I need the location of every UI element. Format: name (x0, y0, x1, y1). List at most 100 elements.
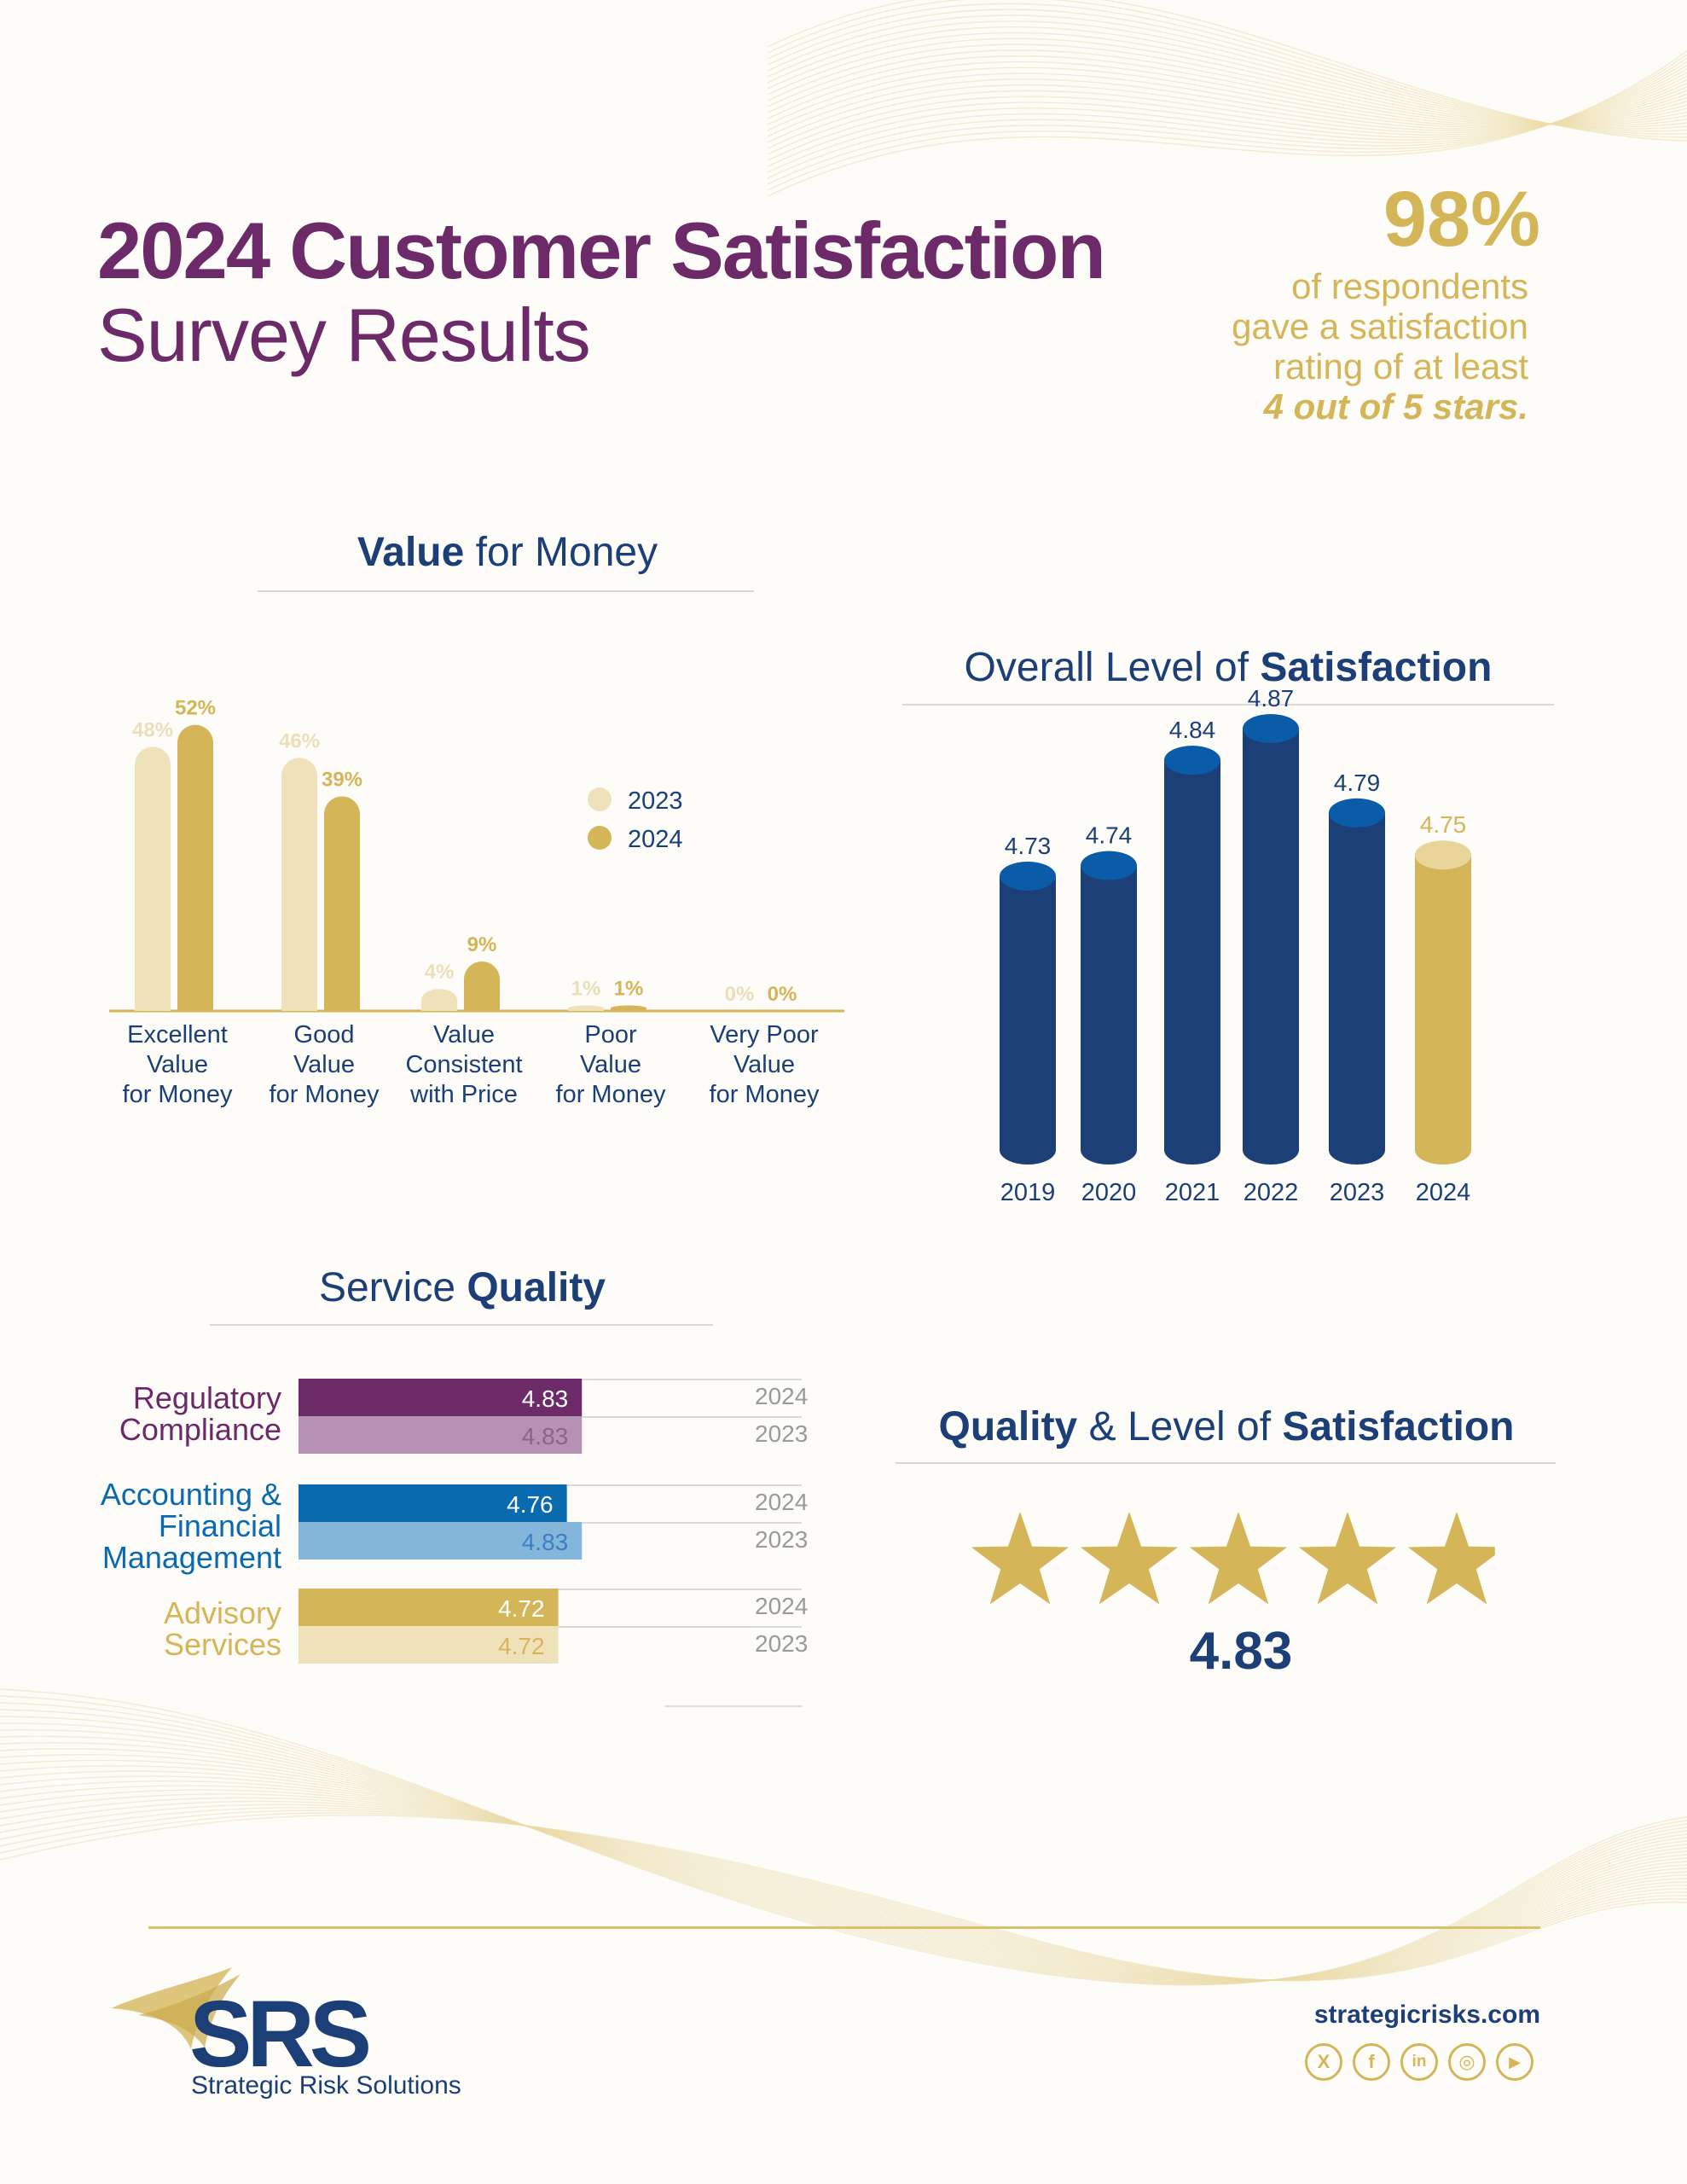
bar-2024-3 (611, 1005, 646, 1011)
cylinder-cap (1081, 851, 1137, 880)
data-label: 52% (175, 697, 216, 720)
wave-line (767, 0, 1687, 138)
logo-wordmark: SRS (189, 1982, 369, 2083)
x-icon[interactable]: X (1305, 2043, 1342, 2081)
wave-line (0, 1812, 1687, 1982)
data-label: 4.76 (507, 1491, 554, 1518)
data-label: 48% (132, 718, 173, 741)
section-divider (258, 590, 754, 592)
cylinder-2020 (1081, 865, 1137, 1165)
star-rating (971, 1512, 1495, 1605)
star-icon (971, 1512, 1070, 1605)
highlight-line: of respondents (1291, 266, 1528, 306)
srs-logo: SRS (111, 1967, 374, 2083)
wave-line (767, 57, 1687, 185)
wave-line (0, 1789, 1687, 1981)
data-label: 1% (614, 978, 644, 1001)
category-label: for Money (270, 1081, 380, 1108)
legend-swatch-2023 (588, 787, 612, 811)
cylinder-2024 (1415, 855, 1471, 1165)
youtube-icon[interactable]: ▶ (1496, 2043, 1533, 2081)
bar-2024-2 (464, 961, 500, 1011)
star-icon (1407, 1512, 1495, 1605)
wave-line (0, 1809, 1687, 1982)
bar-2024-2 (299, 1589, 559, 1626)
wave-line (0, 1814, 1687, 1982)
legend-label: 2023 (628, 787, 683, 815)
bar-2023-2 (299, 1626, 559, 1664)
page-title: 2024 Customer Satisfaction (97, 206, 1106, 295)
data-label: 4.74 (1086, 822, 1133, 849)
wave-line (0, 1765, 1687, 1982)
series-label: 2024 (755, 1383, 808, 1409)
category-label: 2022 (1244, 1179, 1299, 1206)
wave-line (0, 1722, 1687, 1984)
cylinder-2022 (1243, 729, 1299, 1165)
cylinder-2023 (1329, 812, 1385, 1165)
data-label: 4.83 (522, 1385, 569, 1412)
wave-line (0, 1770, 1687, 1982)
wave-line (0, 1754, 1687, 1983)
service-label-advisory: Advisory Services (163, 1595, 281, 1662)
category-label: 2023 (1330, 1179, 1385, 1206)
category-label: Very Poor (710, 1021, 819, 1048)
overall-satisfaction-chart: 4.73 2019 4.74 2020 4.84 2021 4.87 2022 4.79 2023… (1000, 685, 1471, 1206)
data-label: 4.83 (522, 1423, 569, 1449)
category-label: Value (147, 1051, 208, 1078)
linkedin-icon[interactable]: in (1400, 2043, 1438, 2081)
wave-line (767, 78, 1687, 137)
wave-line (0, 1695, 1687, 1985)
wave-line (0, 1780, 1687, 1982)
wave-line (0, 1735, 1687, 1984)
star-icon (1298, 1512, 1397, 1605)
bar-2024-1 (324, 796, 360, 1011)
category-label: 2021 (1165, 1179, 1220, 1206)
wave-line (0, 1785, 1687, 1981)
category-label: Consistent (405, 1051, 522, 1078)
bar-2023-0 (299, 1416, 583, 1454)
service-quality-title: Service Quality (318, 1265, 606, 1310)
category-label: 2020 (1081, 1179, 1137, 1206)
wave-line (0, 1759, 1687, 1982)
wave-line (0, 1729, 1687, 1984)
star-icon (1080, 1512, 1179, 1605)
website-link[interactable]: strategicrisks.com (1313, 2001, 1540, 2029)
star-rating-value: 4.83 (1189, 1622, 1293, 1681)
instagram-icon[interactable]: ◎ (1448, 2043, 1486, 2081)
facebook-icon[interactable]: f (1353, 2043, 1390, 2081)
bar-2023-3 (568, 1005, 604, 1011)
data-label: 4.75 (1420, 811, 1467, 838)
category-label: Poor (584, 1021, 637, 1048)
category-label: for Money (123, 1081, 233, 1108)
bar-2024-0 (299, 1379, 583, 1416)
data-label: 9% (467, 933, 497, 956)
section-divider (210, 1324, 713, 1326)
overall-satisfaction-title: Overall Level of Satisfaction (964, 645, 1493, 690)
data-label: 4.72 (498, 1595, 545, 1622)
cylinder-cap (1415, 840, 1471, 870)
bar-2024-1 (299, 1484, 567, 1522)
highlight-emphasis: 4 out of 5 stars. (1263, 386, 1528, 427)
wave-line (0, 1741, 1687, 1983)
category-label: for Money (556, 1081, 666, 1108)
series-label: 2024 (755, 1593, 808, 1619)
wave-line (0, 1797, 1687, 1981)
social-links: X f in ◎ ▶ (1305, 2043, 1533, 2081)
series-label: 2024 (755, 1489, 808, 1515)
cylinder-2021 (1164, 760, 1220, 1165)
wave-line (0, 1688, 1687, 1986)
data-label: 4.84 (1169, 717, 1216, 743)
series-label: 2023 (755, 1420, 808, 1447)
service-quality-chart: 4.83 2024 4.83 2023 4.76 2024 4.83 2023 4.72 2024… (299, 1379, 808, 1707)
data-label: 39% (322, 768, 362, 791)
quality-satisfaction-title: Quality & Level of Satisfaction (938, 1404, 1515, 1449)
highlight-line: gave a satisfaction (1232, 306, 1528, 346)
category-label: 2024 (1416, 1179, 1471, 1206)
section-divider (896, 1462, 1556, 1464)
data-label: 4% (425, 961, 455, 984)
cylinder-2019 (1000, 875, 1056, 1165)
logo-subtitle: Strategic Risk Solutions (191, 2071, 461, 2100)
data-label: 4.83 (522, 1529, 569, 1555)
wave-line (767, 75, 1687, 155)
series-label: 2023 (755, 1630, 808, 1657)
